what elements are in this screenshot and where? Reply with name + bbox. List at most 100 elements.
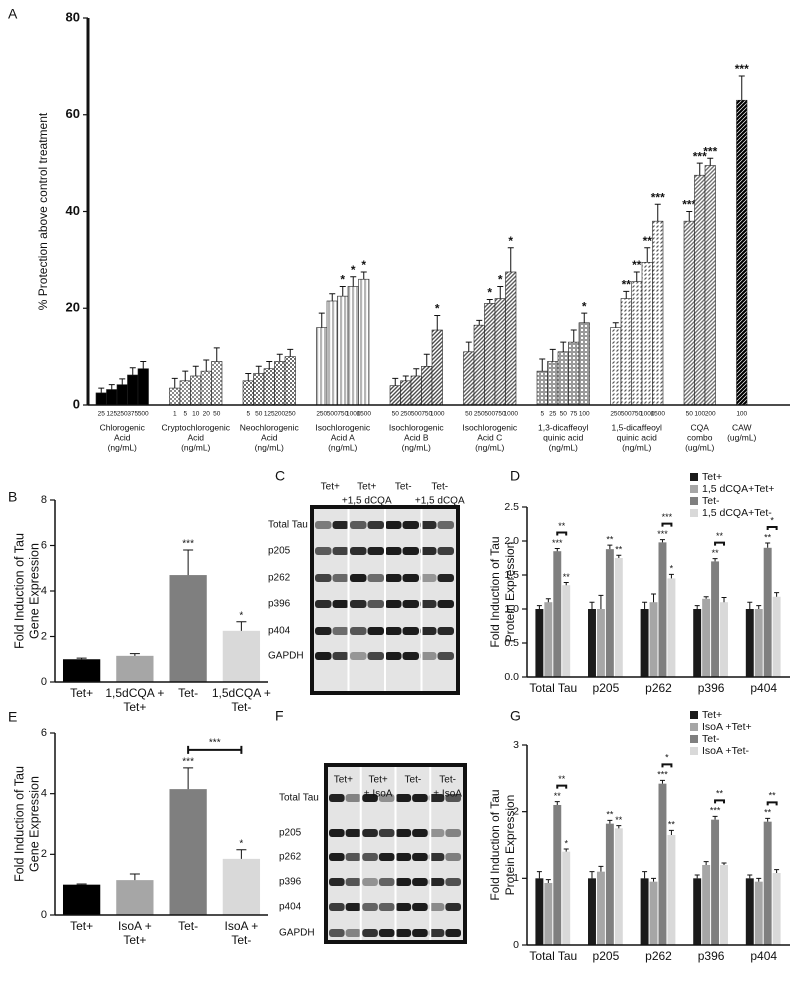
blot-row-label: p396 bbox=[268, 599, 291, 610]
group-label: CQA bbox=[691, 422, 710, 432]
bar bbox=[179, 380, 191, 406]
x-tick-label: p396 bbox=[698, 681, 725, 695]
group-label: Acid A bbox=[331, 432, 355, 442]
error-bar bbox=[644, 247, 651, 263]
bar bbox=[596, 871, 605, 945]
bracket bbox=[661, 522, 673, 527]
blot-band bbox=[350, 574, 367, 582]
error-bar bbox=[633, 271, 640, 282]
blot-band bbox=[395, 903, 412, 911]
bar bbox=[649, 602, 658, 677]
bar bbox=[190, 375, 202, 406]
bar bbox=[652, 220, 664, 406]
bar bbox=[535, 878, 544, 945]
blot-band bbox=[345, 903, 362, 911]
bar bbox=[640, 609, 649, 677]
bar bbox=[588, 878, 596, 945]
significance: *** bbox=[657, 770, 668, 780]
blot-band bbox=[445, 903, 461, 911]
bar bbox=[711, 819, 720, 945]
blot-band bbox=[332, 521, 349, 529]
significance: ** bbox=[606, 534, 614, 544]
blot-band bbox=[445, 929, 461, 937]
bracket bbox=[766, 801, 778, 806]
blot-band bbox=[350, 521, 367, 529]
error-bar bbox=[402, 375, 409, 381]
blot-band bbox=[345, 829, 362, 837]
bar bbox=[720, 602, 728, 677]
blot-band bbox=[445, 829, 461, 837]
blot-column-label: Tet+ bbox=[369, 775, 388, 786]
error-bar bbox=[360, 271, 367, 280]
y-tick-label: 6 bbox=[41, 539, 47, 551]
bar bbox=[641, 261, 653, 406]
bar bbox=[62, 659, 101, 682]
error-bar bbox=[686, 211, 693, 222]
bar bbox=[127, 374, 139, 406]
bar bbox=[553, 805, 562, 945]
blot-band bbox=[367, 574, 384, 582]
significance: ** bbox=[764, 532, 772, 542]
bar bbox=[544, 883, 553, 945]
blot-band bbox=[420, 521, 437, 529]
blot-band bbox=[402, 627, 419, 635]
significance: *** bbox=[657, 529, 668, 539]
error-bar bbox=[423, 353, 430, 367]
bar bbox=[116, 384, 128, 406]
blot-band bbox=[315, 521, 332, 529]
x-tick-label: 500 bbox=[484, 411, 495, 418]
bar bbox=[693, 878, 702, 945]
x-tick-label: 200 bbox=[274, 411, 285, 418]
x-tick-label: 1000 bbox=[346, 411, 361, 418]
bracket-label: *** bbox=[209, 738, 221, 749]
significance: * bbox=[351, 263, 356, 277]
error-bar bbox=[712, 815, 718, 820]
significance: *** bbox=[735, 62, 749, 76]
bar bbox=[316, 327, 328, 406]
blot-band bbox=[402, 652, 419, 660]
panel-label: C bbox=[275, 468, 285, 484]
error-bar bbox=[545, 598, 551, 603]
blot-band bbox=[362, 903, 378, 911]
group-label: (ug/mL) bbox=[727, 432, 756, 442]
y-axis-label: Protein Expression bbox=[503, 542, 517, 643]
y-tick-label: 0 bbox=[513, 939, 519, 951]
blot-band bbox=[385, 547, 402, 555]
blot-band bbox=[428, 878, 445, 886]
x-tick-label: 750 bbox=[631, 411, 642, 418]
y-axis-label: Gene Expression bbox=[27, 776, 41, 872]
x-tick-label: 1000 bbox=[504, 411, 519, 418]
bar bbox=[614, 828, 623, 945]
x-tick-label: 5 bbox=[540, 411, 544, 418]
blot-band bbox=[420, 652, 437, 660]
group-label: Cryptochlorogenic bbox=[161, 422, 230, 432]
significance: ** bbox=[764, 808, 772, 818]
blot-band bbox=[385, 652, 402, 660]
blot-band bbox=[412, 853, 428, 861]
y-axis-label: Gene Expression bbox=[27, 543, 41, 639]
error-bar bbox=[182, 370, 189, 381]
bar bbox=[610, 327, 622, 406]
blot-row-label: p396 bbox=[279, 877, 302, 888]
error-bar bbox=[536, 605, 542, 609]
blot-band bbox=[332, 627, 349, 635]
x-tick-label: 750 bbox=[495, 411, 506, 418]
error-bar bbox=[651, 593, 657, 603]
error-bar bbox=[616, 825, 622, 829]
y-tick-label: 20 bbox=[66, 300, 80, 315]
x-tick-label: 125 bbox=[106, 411, 117, 418]
legend-swatch bbox=[690, 497, 698, 505]
error-bar bbox=[266, 360, 273, 369]
legend-label: IsoA +Tet- bbox=[702, 745, 749, 757]
legend-swatch bbox=[690, 473, 698, 481]
blot-band bbox=[437, 652, 454, 660]
blot-row-label: p404 bbox=[279, 902, 302, 913]
error-bar bbox=[570, 329, 577, 343]
error-bar bbox=[659, 779, 665, 784]
significance: *** bbox=[682, 198, 696, 212]
error-bar bbox=[183, 767, 194, 790]
bar bbox=[284, 356, 296, 406]
blot-column-label: Tet- bbox=[405, 775, 422, 786]
x-tick-label: Tet- bbox=[231, 700, 251, 714]
blot-row-label: p205 bbox=[268, 546, 291, 557]
